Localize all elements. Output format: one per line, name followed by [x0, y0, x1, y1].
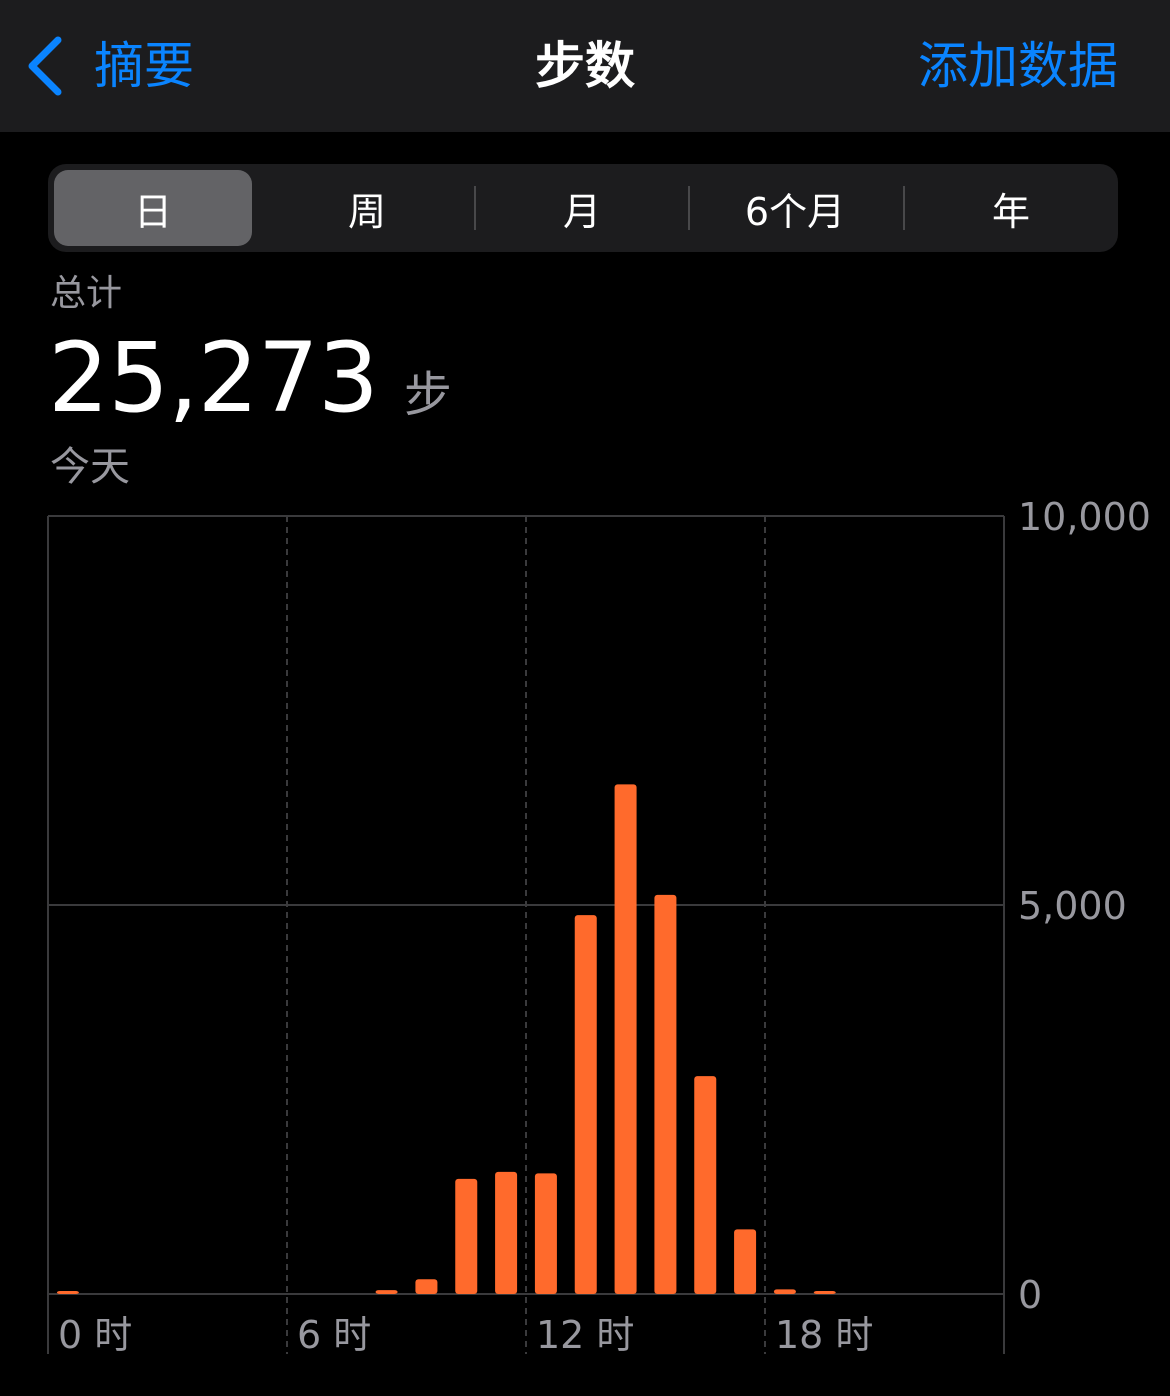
- total-row: 25,273 步: [48, 322, 452, 434]
- steps-bar-chart[interactable]: 10,000 5,000 0 0 时 6 时 12 时 18 时: [0, 495, 1170, 1392]
- segment-divider: [903, 186, 905, 230]
- bar: [56, 1291, 79, 1294]
- back-button-label: 摘要: [94, 37, 194, 95]
- bar: [415, 1279, 438, 1294]
- total-steps-unit: 步: [403, 367, 452, 423]
- segment-six-months[interactable]: 6个月: [744, 189, 846, 234]
- x-tick-label: 12 时: [536, 1313, 634, 1357]
- bar: [375, 1290, 398, 1294]
- chevron-left-icon: [24, 36, 64, 96]
- bar: [495, 1171, 518, 1294]
- bar: [654, 894, 677, 1294]
- add-data-button[interactable]: 添加数据: [918, 37, 1118, 95]
- chart-canvas: 10,000 5,000 0 0 时 6 时 12 时 18 时: [47, 495, 1151, 1357]
- bar: [574, 915, 597, 1294]
- bar: [694, 1076, 717, 1294]
- total-steps-value: 25,273: [48, 322, 379, 434]
- total-label: 总计: [50, 273, 123, 314]
- segment-week[interactable]: 周: [347, 189, 386, 234]
- x-tick-label: 6 时: [297, 1313, 371, 1357]
- y-tick-label: 10,000: [1018, 500, 1151, 539]
- segment-divider: [688, 186, 690, 230]
- back-button[interactable]: 摘要: [24, 30, 194, 102]
- bar: [813, 1291, 836, 1294]
- bar: [455, 1178, 478, 1294]
- y-tick-label: 5,000: [1018, 884, 1127, 928]
- bar: [734, 1229, 757, 1294]
- date-label: 今天: [50, 444, 130, 490]
- bar: [534, 1173, 557, 1294]
- segment-divider: [474, 186, 476, 230]
- x-tick-label: 0 时: [58, 1313, 132, 1357]
- segment-month[interactable]: 月: [562, 189, 601, 234]
- navigation-bar: 摘要 步数 添加数据: [0, 0, 1170, 132]
- segment-year[interactable]: 年: [991, 189, 1030, 234]
- time-range-segmented-control: 日 周 月 6个月 年: [48, 164, 1118, 252]
- segment-day[interactable]: 日: [54, 170, 252, 246]
- x-tick-label: 18 时: [775, 1313, 873, 1357]
- bar: [614, 784, 637, 1294]
- bar: [773, 1289, 796, 1294]
- y-tick-label: 0: [1018, 1273, 1042, 1317]
